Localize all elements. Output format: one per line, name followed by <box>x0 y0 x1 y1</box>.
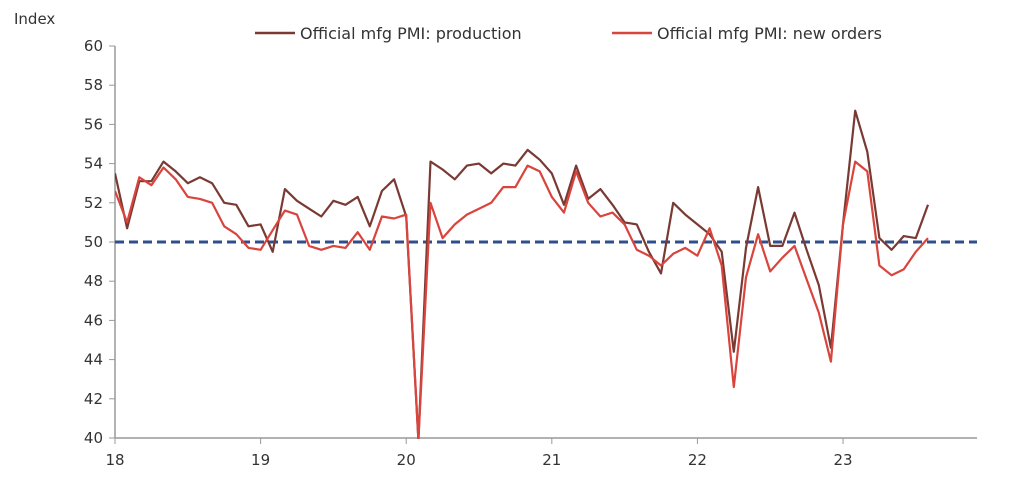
legend-label: Official mfg PMI: production <box>300 24 522 43</box>
x-tick-label: 22 <box>688 451 707 469</box>
y-tick-label: 48 <box>84 272 103 290</box>
y-tick-label: 40 <box>84 429 103 447</box>
y-tick-label: 46 <box>84 311 103 329</box>
x-tick-label: 21 <box>542 451 561 469</box>
y-tick-label: 52 <box>84 194 103 212</box>
y-tick-label: 42 <box>84 390 103 408</box>
x-axis: 18 19 20 21 22 23 <box>105 437 977 469</box>
legend: Official mfg PMI: production Official mfg… <box>255 24 882 43</box>
x-tick-label: 19 <box>251 451 270 469</box>
y-axis: 40 42 44 46 48 50 52 54 56 58 60 <box>84 37 116 447</box>
y-axis-label: Index <box>14 10 55 28</box>
y-tick-label: 56 <box>84 115 103 133</box>
y-tick-label: 60 <box>84 37 103 55</box>
y-tick-label: 44 <box>84 351 103 369</box>
series-line-new-orders <box>115 160 929 439</box>
x-tick-label: 20 <box>397 451 416 469</box>
y-tick-label: 54 <box>84 155 103 173</box>
y-tick-label: 50 <box>84 233 103 251</box>
x-tick-label: 18 <box>105 451 124 469</box>
y-tick-label: 58 <box>84 76 103 94</box>
x-tick-label: 23 <box>833 451 852 469</box>
series-line-production <box>115 109 930 439</box>
legend-label: Official mfg PMI: new orders <box>657 24 882 43</box>
